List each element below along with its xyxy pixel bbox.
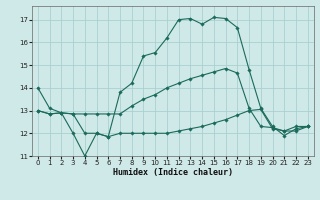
X-axis label: Humidex (Indice chaleur): Humidex (Indice chaleur) (113, 168, 233, 177)
